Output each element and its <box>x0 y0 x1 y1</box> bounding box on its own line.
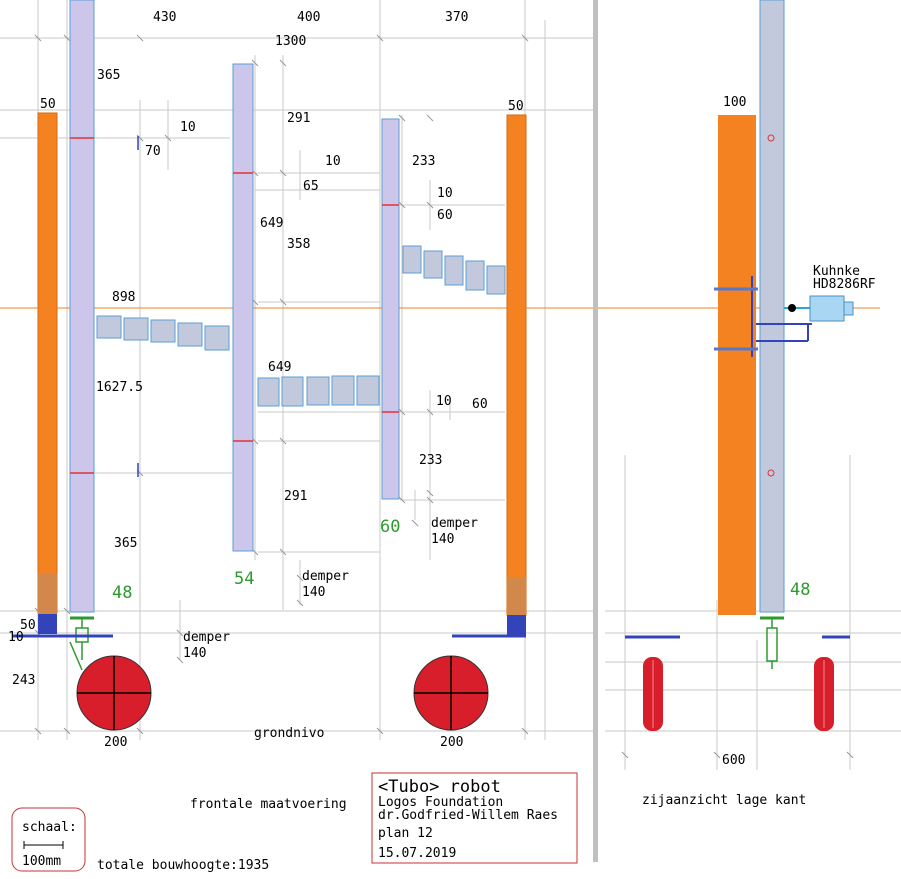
col1-below: 365 <box>114 536 137 551</box>
width-total: 1300 <box>275 34 306 49</box>
col3-spacing-a: 10 <box>437 186 453 201</box>
organisation: Logos Foundation <box>378 795 503 810</box>
width-right: 370 <box>445 10 468 25</box>
side-caption: zijaanzicht lage kant <box>642 793 806 808</box>
col1-tube-total: 898 <box>112 290 135 305</box>
col3-spacing-b: 60 <box>437 208 453 223</box>
plan-date: 15.07.2019 <box>378 846 456 861</box>
width-left: 430 <box>153 10 176 25</box>
left-wheel <box>76 655 152 731</box>
col2-mid: 358 <box>287 237 310 252</box>
right-post-width: 50 <box>508 99 524 114</box>
right-post-foot <box>507 615 526 635</box>
left-post-bottom-a: 50 <box>20 618 36 633</box>
col1-damper: demper <box>183 630 230 645</box>
solenoid-motor <box>809 295 854 322</box>
col1-damper-value: 140 <box>183 646 206 661</box>
col3-spacing-d: 60 <box>472 397 488 412</box>
column-1 <box>69 0 95 613</box>
view-divider <box>593 0 598 862</box>
front-view: 430 400 370 1300 50 50 365 10 70 898 162… <box>8 0 527 812</box>
side-diameter: 48 <box>790 580 810 600</box>
col2-tube-total: 649 <box>268 360 291 375</box>
scale-box: schaal: 100mm <box>11 807 86 872</box>
col3-damper-value: 140 <box>431 532 454 547</box>
col3-damper: demper <box>431 516 478 531</box>
total-height: totale bouwhoogte:1935 <box>97 858 269 873</box>
scale-value: 100mm <box>22 854 61 869</box>
col2-length: 649 <box>260 216 283 231</box>
column-2 <box>232 63 254 552</box>
width-mid: 400 <box>297 10 320 25</box>
ground-level: grondnivo <box>254 726 324 741</box>
left-post-foot <box>38 614 57 634</box>
side-damper <box>760 616 784 669</box>
tube-row-3 <box>402 245 506 295</box>
col1-above: 365 <box>97 68 120 83</box>
tube-row-1 <box>96 315 230 351</box>
wheel-height: 243 <box>12 673 35 688</box>
col1-height: 1627.5 <box>96 380 143 395</box>
col2-spacing-a: 10 <box>325 154 341 169</box>
col2-damper: demper <box>302 569 349 584</box>
right-post-base <box>507 577 526 615</box>
plan-number: plan 12 <box>378 826 433 841</box>
motor-brand: Kuhnke <box>813 264 860 279</box>
side-width: 600 <box>722 753 745 768</box>
col2-damper-value: 140 <box>302 585 325 600</box>
col2-diameter: 54 <box>234 569 254 589</box>
column-3 <box>381 118 400 500</box>
left-post-bottom-b: 10 <box>8 630 24 645</box>
side-post-width: 100 <box>723 95 746 110</box>
tube-row-2 <box>257 375 380 407</box>
right-wheel-width: 200 <box>440 735 463 750</box>
front-caption: frontale maatvoering <box>190 797 347 812</box>
motor-bracket <box>714 276 812 357</box>
left-post <box>37 112 58 614</box>
col3-diameter: 60 <box>380 517 400 537</box>
col3-spacing-c: 10 <box>436 394 452 409</box>
drawing-title: <Tubo> robot <box>378 777 501 797</box>
col3-below: 233 <box>419 453 442 468</box>
col1-diameter: 48 <box>112 583 132 603</box>
side-post <box>718 115 756 615</box>
side-view: Kuhnke HD8286RF 100 48 600 zijaanzicht l… <box>625 0 876 808</box>
col2-above: 291 <box>287 111 310 126</box>
left-post-width: 50 <box>40 97 56 112</box>
right-wheel <box>413 655 489 731</box>
col2-spacing-b: 65 <box>303 179 319 194</box>
scale-label: schaal: <box>22 820 77 835</box>
left-post-base <box>38 574 57 614</box>
author: dr.Godfried-Willem Raes <box>378 808 558 823</box>
damper-col1 <box>69 616 94 671</box>
col2-below: 291 <box>284 489 307 504</box>
side-column <box>759 0 785 613</box>
col3-above: 233 <box>412 154 435 169</box>
col1-spacing-a: 10 <box>180 120 196 135</box>
col1-spacing-b: 70 <box>145 144 161 159</box>
left-wheel-width: 200 <box>104 735 127 750</box>
motor-model: HD8286RF <box>813 277 876 292</box>
right-post <box>506 114 527 616</box>
title-block: <Tubo> robot Logos Foundation dr.Godfrie… <box>371 772 578 864</box>
motor-shaft <box>788 304 796 312</box>
dimension-ticks <box>34 34 854 759</box>
